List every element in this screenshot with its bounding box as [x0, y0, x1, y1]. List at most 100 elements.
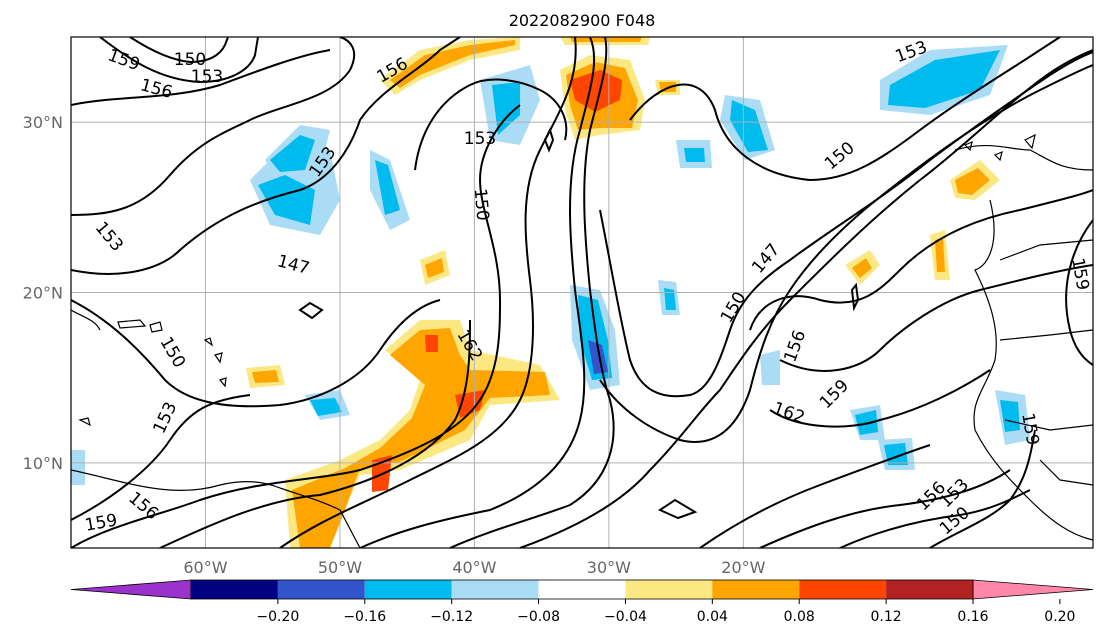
lon-tick-label: 40°W — [452, 558, 496, 577]
contour-line — [71, 37, 356, 216]
lon-tick-label: 30°W — [587, 558, 631, 577]
contour-line — [657, 498, 698, 520]
shade-neg-medium — [258, 175, 315, 225]
coastline — [214, 352, 223, 364]
shade-neg-medium — [1000, 400, 1020, 432]
shade-neg-medium — [270, 135, 315, 172]
coastline — [1024, 133, 1036, 150]
coastline — [999, 239, 1093, 261]
map-title: 2022082900 F048 — [509, 11, 656, 30]
colorbar: −0.20 −0.16 −0.12 −0.08 −0.04 0.04 0.08 0.12 0.1… — [70, 579, 1094, 625]
contour-line — [129, 37, 229, 64]
colorbar-swatch — [191, 580, 278, 599]
shade-neg-light — [760, 350, 780, 385]
shade-neg-medium — [888, 50, 1000, 108]
colorbar-extend-high — [972, 579, 1094, 600]
coastline — [218, 377, 227, 388]
coastline — [117, 319, 147, 329]
colorbar-swatch — [712, 580, 800, 599]
contour-line — [699, 444, 931, 548]
shade-pos-medium — [252, 370, 279, 383]
coastline — [1004, 419, 1093, 431]
contour-line — [159, 319, 471, 548]
shade-pos-medium — [852, 258, 872, 278]
colorbar-swatch — [625, 580, 713, 599]
lat-tick-label: 30°N — [23, 113, 63, 132]
coastline — [149, 321, 163, 333]
coastline — [1039, 459, 1093, 486]
contour-line — [99, 37, 259, 84]
colorbar-tick-label: −0.08 — [517, 609, 560, 625]
contour-label: 150 — [174, 50, 206, 70]
contour-line — [71, 299, 441, 408]
coastline — [71, 309, 101, 331]
contour-label: 150 — [470, 188, 493, 222]
coastline — [203, 337, 214, 347]
plot-area: 159 150 153 156 156 153 153 147 150 153 … — [71, 37, 1093, 548]
shade-neg-medium — [664, 288, 676, 310]
shade-neg-medium — [855, 410, 878, 435]
lon-tick-label: 60°W — [183, 558, 227, 577]
shade-pos-medium — [955, 168, 990, 195]
contour-line — [71, 394, 251, 521]
colorbar-swatch — [799, 580, 887, 599]
contour-label: 153 — [464, 129, 496, 149]
contour-line — [1065, 219, 1093, 366]
contour-line — [629, 37, 1061, 182]
lon-tick-label: 20°W — [721, 558, 765, 577]
contour-line — [599, 64, 1093, 443]
colorbar-tick-label: −0.04 — [604, 609, 647, 625]
shade-pos-medium — [292, 328, 550, 548]
contour-lines — [71, 37, 1093, 548]
colorbar-tick-label: −0.16 — [343, 609, 386, 625]
contour-line — [850, 282, 860, 312]
shade-pos-strong — [425, 335, 438, 352]
colorbar-tick-label: 0.04 — [697, 609, 728, 625]
colorbar-swatch — [364, 580, 452, 599]
colorbar-tick-label: 0.12 — [871, 609, 902, 625]
contour-line — [769, 369, 991, 428]
coastline — [993, 150, 1003, 162]
lon-tick-label: 50°W — [318, 558, 362, 577]
axis-tick-labels: 60°W 50°W 40°W 30°W 20°W 30°N 20°N 10°N — [23, 113, 766, 577]
plot-frame — [70, 36, 1094, 549]
shade-neg-light — [71, 450, 85, 485]
colorbar-frame — [190, 579, 974, 600]
contour-line — [449, 37, 615, 548]
coastline — [954, 144, 1093, 171]
contour-line — [71, 49, 331, 106]
colorbar-tick-label: 0.20 — [1044, 609, 1075, 625]
contour-line — [599, 51, 1093, 398]
colorbar-swatch — [538, 580, 626, 599]
coastline — [963, 140, 973, 152]
contour-line — [298, 301, 324, 320]
colorbar-extend-low — [70, 579, 192, 600]
contour-line — [929, 429, 1036, 548]
colorbar-swatch — [277, 580, 365, 599]
contour-line — [359, 37, 596, 548]
contour-label: 153 — [191, 67, 223, 87]
coastline — [71, 469, 361, 548]
contour-line — [749, 189, 1093, 331]
contour-line — [414, 78, 568, 171]
coastline — [999, 329, 1093, 341]
coastline — [973, 199, 1093, 541]
contour-line — [779, 264, 1093, 372]
lat-tick-label: 10°N — [23, 454, 63, 473]
colorbar-tick-label: 0.16 — [957, 609, 988, 625]
contour-line — [543, 127, 555, 153]
colorbar-tick-label: 0.08 — [784, 609, 815, 625]
shade-neg-medium — [310, 398, 342, 416]
shade-pos-medium — [425, 258, 444, 278]
contour-line — [71, 37, 461, 275]
colorbar-swatch — [886, 580, 973, 599]
colorbar-tick-label: −0.12 — [430, 609, 473, 625]
contour-line — [71, 104, 521, 548]
colorbar-tick-label: −0.20 — [256, 609, 299, 625]
shade-pos-medium — [390, 40, 515, 88]
coastlines — [71, 133, 1093, 548]
shade-neg-medium — [375, 160, 400, 215]
contour-line — [759, 469, 1011, 548]
